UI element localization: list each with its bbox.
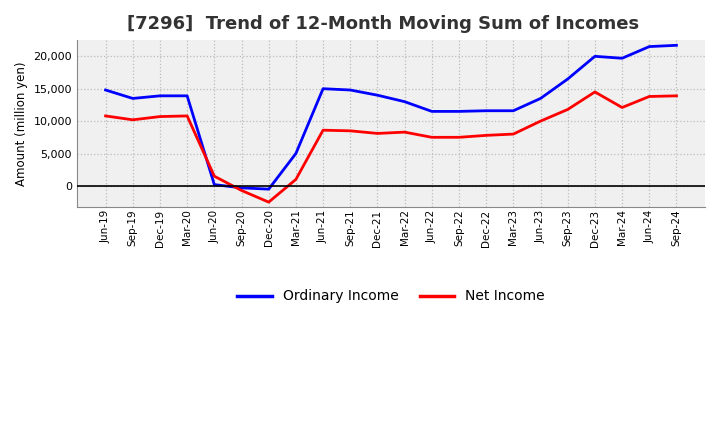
Ordinary Income — [400, 99, 409, 104]
Ordinary Income — [292, 151, 300, 156]
Ordinary Income — [618, 55, 626, 61]
Net Income — [102, 113, 110, 118]
Ordinary Income — [672, 43, 681, 48]
Ordinary Income — [102, 88, 110, 93]
Net Income — [645, 94, 654, 99]
Net Income — [454, 135, 463, 140]
Ordinary Income — [156, 93, 164, 99]
Line: Ordinary Income: Ordinary Income — [106, 45, 677, 189]
Ordinary Income — [563, 77, 572, 82]
Ordinary Income — [509, 108, 518, 114]
Ordinary Income — [183, 93, 192, 99]
Net Income — [373, 131, 382, 136]
Net Income — [319, 128, 328, 133]
Net Income — [400, 129, 409, 135]
Ordinary Income — [346, 88, 354, 93]
Text: [7296]  Trend of 12-Month Moving Sum of Incomes: [7296] Trend of 12-Month Moving Sum of I… — [127, 15, 639, 33]
Net Income — [128, 117, 137, 122]
Ordinary Income — [237, 185, 246, 191]
Net Income — [210, 173, 219, 179]
Ordinary Income — [428, 109, 436, 114]
Net Income — [156, 114, 164, 119]
Net Income — [672, 93, 681, 99]
Legend: Ordinary Income, Net Income: Ordinary Income, Net Income — [232, 283, 551, 308]
Net Income — [428, 135, 436, 140]
Ordinary Income — [590, 54, 599, 59]
Ordinary Income — [482, 108, 490, 114]
Ordinary Income — [645, 44, 654, 49]
Ordinary Income — [264, 187, 273, 192]
Ordinary Income — [128, 96, 137, 101]
Y-axis label: Amount (million yen): Amount (million yen) — [15, 61, 28, 186]
Net Income — [183, 113, 192, 118]
Net Income — [482, 133, 490, 138]
Net Income — [264, 199, 273, 205]
Ordinary Income — [210, 182, 219, 187]
Net Income — [346, 128, 354, 133]
Net Income — [509, 132, 518, 137]
Ordinary Income — [373, 92, 382, 98]
Net Income — [237, 188, 246, 193]
Net Income — [618, 105, 626, 110]
Ordinary Income — [454, 109, 463, 114]
Ordinary Income — [536, 96, 545, 101]
Net Income — [292, 177, 300, 182]
Line: Net Income: Net Income — [106, 92, 677, 202]
Net Income — [536, 118, 545, 124]
Net Income — [590, 89, 599, 95]
Net Income — [563, 107, 572, 112]
Ordinary Income — [319, 86, 328, 92]
